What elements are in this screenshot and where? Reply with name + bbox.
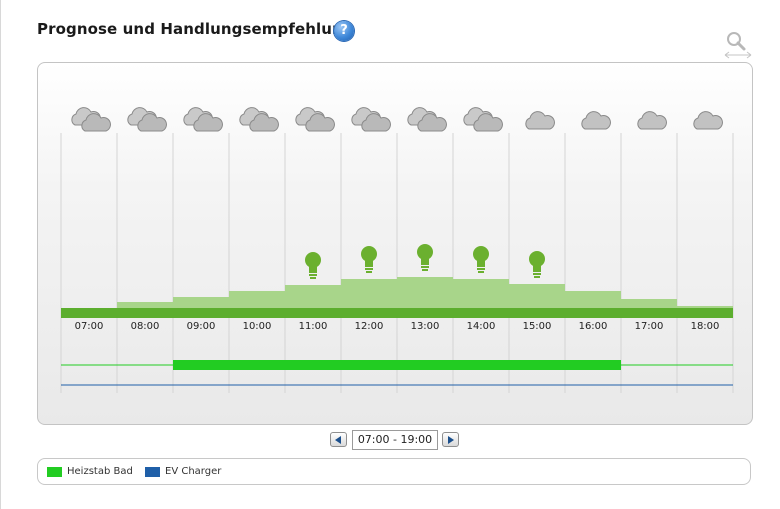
tick-label: 15:00 bbox=[523, 321, 552, 332]
prev-range-button[interactable] bbox=[330, 432, 347, 447]
bar-base bbox=[621, 308, 677, 318]
partly-cloudy-icon bbox=[581, 111, 611, 130]
cloudy-icon bbox=[407, 107, 447, 132]
magnifier-icon[interactable] bbox=[722, 30, 754, 60]
bar-base bbox=[397, 308, 453, 318]
question-icon[interactable]: ? bbox=[334, 21, 354, 41]
cloudy-icon bbox=[351, 107, 391, 132]
schedule-active-bar bbox=[173, 360, 621, 370]
tick-label: 08:00 bbox=[131, 321, 160, 332]
lightbulb-icon bbox=[305, 252, 321, 279]
bar-forecast bbox=[621, 299, 677, 308]
tick-label: 09:00 bbox=[187, 321, 216, 332]
bar-base bbox=[173, 308, 229, 318]
bar-forecast bbox=[509, 284, 565, 308]
cloudy-icon bbox=[295, 107, 335, 132]
bar-base bbox=[341, 308, 397, 318]
tick-label: 17:00 bbox=[635, 321, 664, 332]
bar-forecast bbox=[341, 279, 397, 308]
cloudy-icon bbox=[183, 107, 223, 132]
bar-base bbox=[285, 308, 341, 318]
tick-label: 11:00 bbox=[299, 321, 328, 332]
time-range-field[interactable]: 07:00 - 19:00 bbox=[352, 430, 438, 450]
lightbulb-icon bbox=[529, 251, 545, 278]
tick-label: 10:00 bbox=[243, 321, 272, 332]
bar-base bbox=[229, 308, 285, 318]
bar-base bbox=[61, 308, 117, 318]
bar-base bbox=[117, 308, 173, 318]
page-title: Prognose und Handlungsempfehlung bbox=[37, 20, 354, 38]
bar-forecast bbox=[677, 306, 733, 308]
tick-label: 07:00 bbox=[75, 321, 104, 332]
chevron-right-icon bbox=[448, 436, 454, 444]
forecast-panel: 07:00 08:00 09:00 10:00 11:00 12:00 13:00 14:00… bbox=[37, 62, 753, 425]
tick-label: 14:00 bbox=[467, 321, 496, 332]
bar-base bbox=[453, 308, 509, 318]
legend-swatch bbox=[47, 467, 62, 477]
bar-base bbox=[509, 308, 565, 318]
legend-item-ev-charger: EV Charger bbox=[145, 466, 221, 478]
cloudy-icon bbox=[239, 107, 279, 132]
left-border bbox=[0, 0, 1, 509]
bar-forecast bbox=[453, 279, 509, 308]
partly-cloudy-icon bbox=[693, 111, 723, 130]
bar-forecast bbox=[565, 291, 621, 308]
bar-forecast bbox=[117, 302, 173, 308]
legend: Heizstab Bad EV Charger bbox=[37, 458, 751, 485]
legend-label: EV Charger bbox=[165, 466, 222, 477]
tick-label: 13:00 bbox=[411, 321, 440, 332]
bar-base bbox=[677, 308, 733, 318]
next-range-button[interactable] bbox=[442, 432, 459, 447]
partly-cloudy-icon bbox=[637, 111, 667, 130]
bar-forecast bbox=[229, 291, 285, 308]
forecast-chart: 07:00 08:00 09:00 10:00 11:00 12:00 13:00 14:00… bbox=[60, 107, 734, 393]
tick-label: 16:00 bbox=[579, 321, 608, 332]
chevron-left-icon bbox=[335, 436, 341, 444]
tick-label: 12:00 bbox=[355, 321, 384, 332]
legend-label: Heizstab Bad bbox=[67, 466, 133, 477]
bar-forecast bbox=[173, 297, 229, 308]
lightbulb-icon bbox=[361, 246, 377, 273]
bar-base bbox=[565, 308, 621, 318]
tick-label: 18:00 bbox=[691, 321, 720, 332]
lightbulb-icon bbox=[417, 244, 433, 271]
bar-forecast bbox=[397, 277, 453, 308]
cloudy-icon bbox=[71, 107, 111, 132]
lightbulb-icon bbox=[473, 246, 489, 273]
legend-swatch bbox=[145, 467, 160, 477]
legend-item-heizstab: Heizstab Bad bbox=[47, 466, 133, 478]
cloudy-icon bbox=[127, 107, 167, 132]
cloudy-icon bbox=[463, 107, 503, 132]
bar-forecast bbox=[285, 285, 341, 308]
partly-cloudy-icon bbox=[525, 111, 555, 130]
